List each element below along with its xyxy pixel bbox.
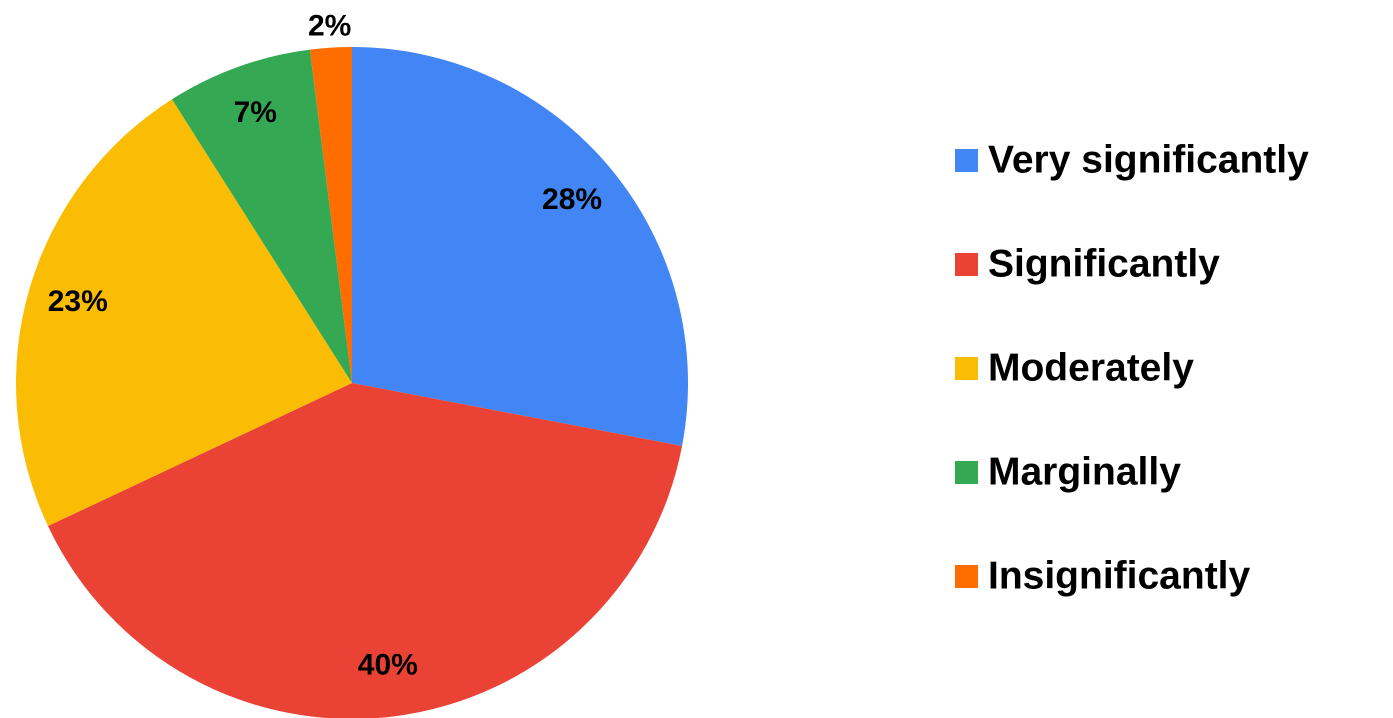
data-label: 7% bbox=[234, 96, 277, 129]
pie-slice bbox=[352, 47, 689, 446]
pie-slice bbox=[47, 383, 683, 718]
pie-slice bbox=[15, 99, 352, 527]
legend-label: Moderately bbox=[988, 346, 1194, 389]
data-label: 28% bbox=[542, 183, 602, 216]
legend-swatch bbox=[955, 149, 978, 172]
pie-slice bbox=[171, 49, 352, 383]
legend-swatch bbox=[955, 357, 978, 380]
legend-label: Very significantly bbox=[988, 138, 1309, 181]
legend-label: Marginally bbox=[988, 450, 1181, 493]
legend-swatch bbox=[955, 461, 978, 484]
legend-label: Insignificantly bbox=[988, 554, 1251, 597]
data-label: 2% bbox=[308, 10, 351, 43]
data-label: 23% bbox=[48, 285, 108, 318]
data-label: 40% bbox=[358, 648, 418, 681]
legend-swatch bbox=[955, 253, 978, 276]
legend-label: Significantly bbox=[988, 242, 1220, 285]
legend-swatch bbox=[955, 565, 978, 588]
pie-slice bbox=[309, 47, 352, 383]
